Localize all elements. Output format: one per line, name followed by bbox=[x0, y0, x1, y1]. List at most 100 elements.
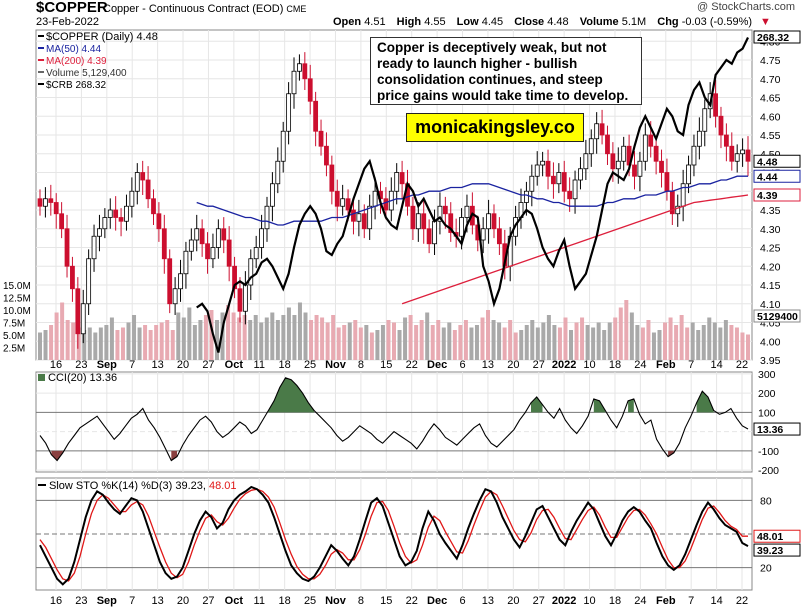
candle bbox=[124, 205, 129, 222]
volume-bar bbox=[380, 325, 385, 360]
volume-bar bbox=[491, 320, 496, 360]
y-tick-label: 4.10 bbox=[760, 299, 781, 311]
candle bbox=[486, 213, 491, 230]
volume-bar bbox=[270, 312, 275, 360]
chart-symbol: $COPPER bbox=[36, 0, 108, 16]
candle bbox=[161, 228, 167, 260]
volume-bar bbox=[408, 315, 413, 360]
volume-bar bbox=[115, 330, 120, 360]
x-tick-label: 22 bbox=[406, 595, 418, 607]
stochastic-panel: 205080Slow STO %K(14) %D(3) 39.23, 48.01… bbox=[35, 477, 801, 607]
volume-bar bbox=[458, 325, 463, 360]
candle bbox=[675, 205, 681, 215]
x-tick-label: 13 bbox=[152, 595, 164, 607]
volume-bar bbox=[347, 322, 352, 360]
volume-bar bbox=[585, 325, 590, 360]
volume-bar bbox=[176, 312, 181, 360]
x-tick-label: Dec bbox=[427, 359, 447, 371]
candle bbox=[686, 164, 691, 185]
legend-swatch bbox=[38, 83, 44, 85]
volume-bar bbox=[403, 317, 408, 360]
candle bbox=[318, 130, 324, 147]
last-price-tag-box bbox=[753, 154, 801, 168]
crb-value-tag: 268.32 bbox=[757, 32, 789, 44]
volume-bar bbox=[220, 312, 225, 360]
stochastic-legend-k: Slow STO %K(14) %D(3) 39.23, bbox=[49, 480, 209, 492]
volume-bar bbox=[264, 317, 269, 360]
last-price-tag: 4.48 bbox=[757, 156, 778, 168]
candle bbox=[70, 265, 75, 290]
cci-line bbox=[39, 377, 749, 462]
stat-value: 4.55 bbox=[424, 16, 446, 28]
candle bbox=[740, 149, 745, 155]
y-tick-label: 4.25 bbox=[760, 243, 781, 255]
candle bbox=[97, 228, 102, 237]
candle bbox=[632, 164, 637, 177]
candle bbox=[491, 213, 497, 230]
x-tick-label: 27 bbox=[202, 595, 214, 607]
stat-label: Low bbox=[456, 16, 479, 28]
volume-bar bbox=[375, 330, 380, 360]
candle bbox=[48, 198, 54, 203]
y-tick-label: 4.00 bbox=[760, 336, 781, 348]
candle bbox=[615, 160, 621, 170]
cci-overbought-fill bbox=[268, 377, 315, 413]
candle bbox=[172, 288, 178, 305]
cci-value-tag: 13.36 bbox=[757, 424, 783, 436]
candle bbox=[340, 198, 346, 207]
x-tick-label: Nov bbox=[325, 595, 347, 607]
volume-bar bbox=[297, 302, 302, 360]
y-tick-label: 100 bbox=[758, 407, 776, 419]
volume-bar bbox=[54, 312, 59, 360]
candle bbox=[696, 130, 702, 147]
volume-bar bbox=[734, 327, 739, 360]
down-arrow-icon: ▼ bbox=[760, 16, 771, 28]
candle bbox=[426, 228, 432, 245]
x-tick-label: Feb bbox=[656, 359, 676, 371]
y-tick-label: 4.70 bbox=[760, 74, 781, 86]
legend-entry: MA(200) 4.39 bbox=[46, 56, 107, 67]
volume-tick-label: 15.0M bbox=[3, 281, 31, 292]
volume-bar bbox=[574, 322, 579, 360]
y-tick-label: -200 bbox=[758, 465, 779, 477]
cci-overbought-fill bbox=[696, 391, 714, 413]
candle bbox=[610, 153, 616, 170]
x-tick-label: Nov bbox=[325, 359, 347, 371]
stat-value: 5.1M bbox=[621, 16, 647, 28]
candle bbox=[194, 228, 200, 241]
legend-entry: Volume 5,129,400 bbox=[46, 68, 127, 79]
x-tick-label: 8 bbox=[358, 595, 364, 607]
candle bbox=[151, 198, 156, 215]
stochastic-legend-d: 48.01 bbox=[209, 480, 237, 492]
candle bbox=[140, 172, 146, 181]
volume-bar bbox=[358, 327, 363, 360]
x-tick-label: 20 bbox=[177, 359, 189, 371]
volume-bar bbox=[569, 330, 573, 360]
y-tick-label: 4.35 bbox=[760, 205, 781, 217]
y-tick-label: 4.75 bbox=[760, 55, 781, 67]
candle bbox=[53, 202, 59, 215]
volume-bar bbox=[524, 325, 529, 360]
candle bbox=[167, 258, 173, 305]
volume-bar bbox=[541, 322, 546, 360]
volume-bar bbox=[76, 327, 81, 360]
volume-bar bbox=[685, 327, 690, 360]
volume-bar bbox=[303, 312, 308, 360]
volume-bar bbox=[187, 307, 192, 360]
volume-bar bbox=[419, 320, 424, 360]
volume-bar bbox=[596, 322, 601, 360]
candle bbox=[248, 258, 254, 286]
volume-bar bbox=[502, 327, 507, 360]
candle bbox=[442, 205, 448, 215]
candle bbox=[59, 213, 65, 230]
candle bbox=[394, 172, 400, 192]
volume-bar bbox=[98, 327, 103, 360]
stat-label: High bbox=[396, 16, 422, 28]
stochastic-k-line bbox=[39, 485, 749, 586]
candle bbox=[561, 172, 567, 192]
candle bbox=[183, 250, 189, 275]
x-tick-label: 20 bbox=[507, 595, 519, 607]
candle bbox=[534, 164, 540, 177]
ma50-value-tag: 4.44 bbox=[757, 171, 778, 183]
x-tick-label: 10 bbox=[583, 595, 595, 607]
